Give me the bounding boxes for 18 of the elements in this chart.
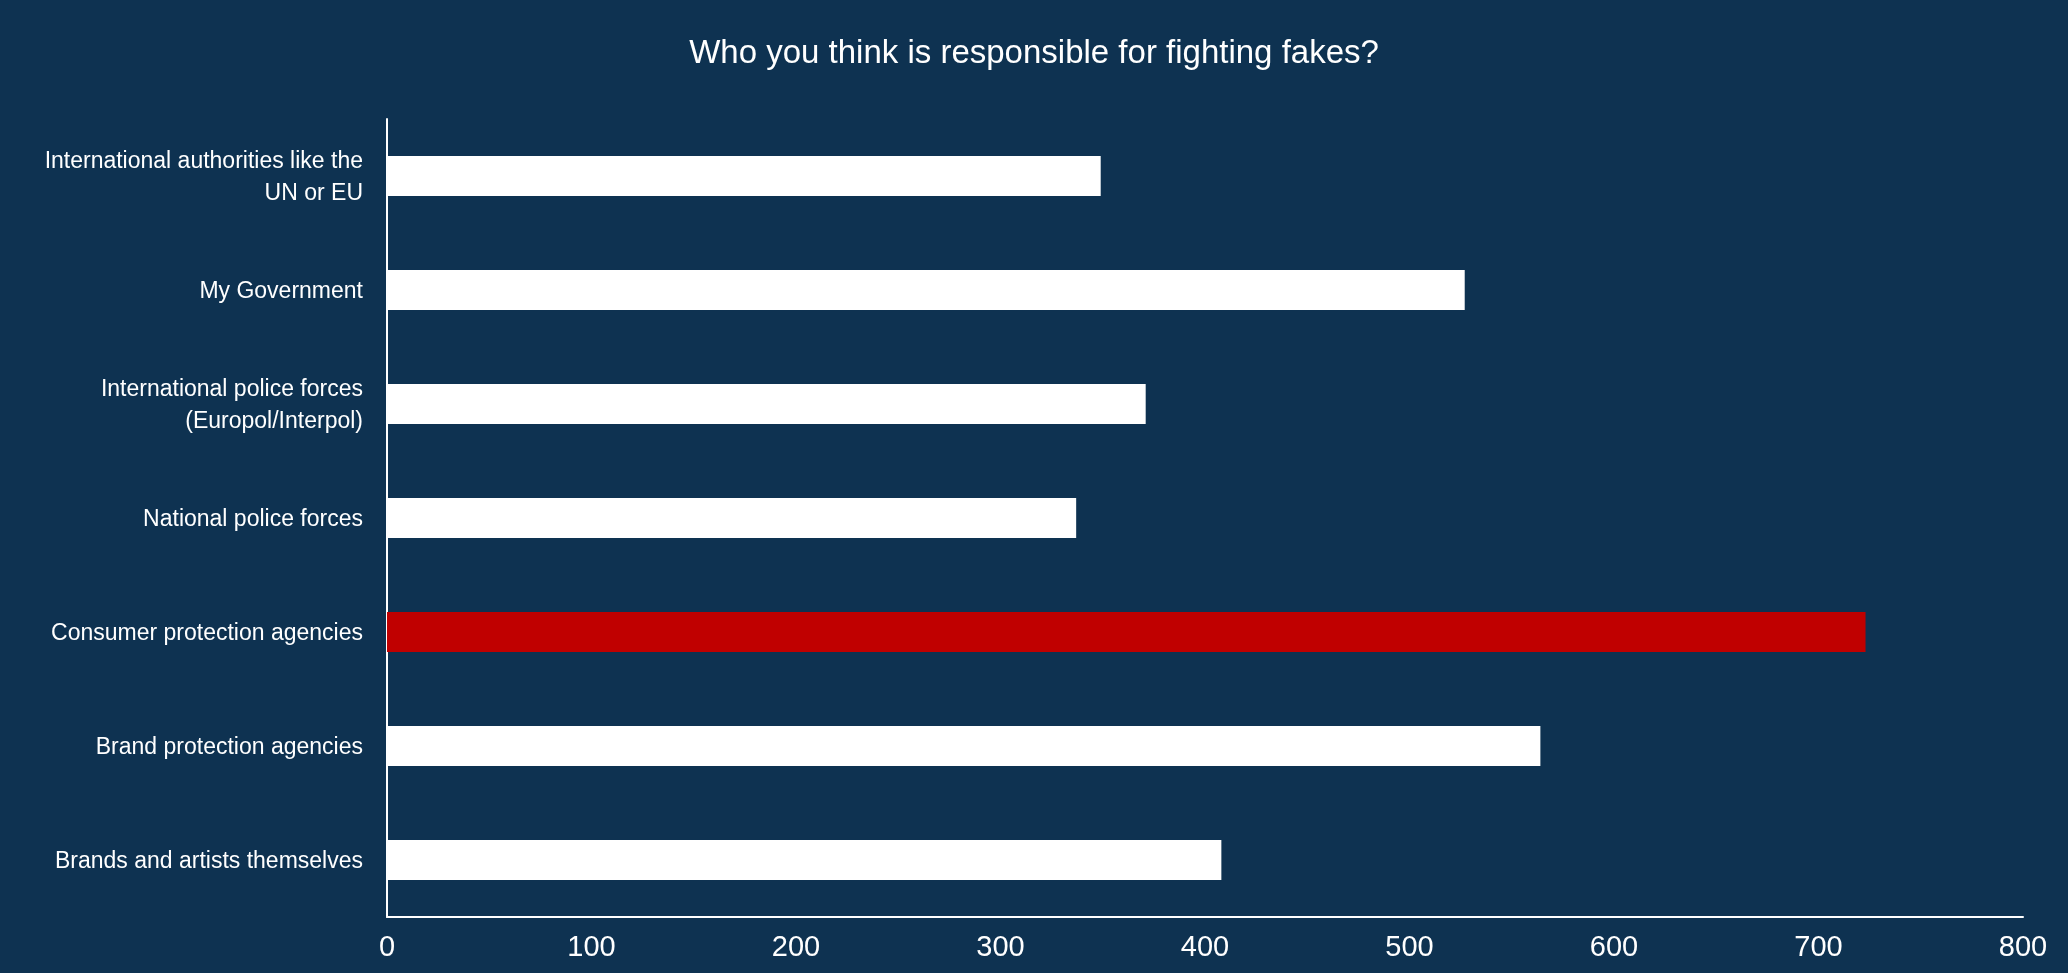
x-tick-label: 200 — [771, 929, 821, 962]
x-tick-label: 700 — [1794, 929, 1843, 962]
y-tick-label: Consumer protection agencies — [51, 619, 363, 645]
chart-title: Who you think is responsible for fighting fakes? — [689, 33, 1379, 70]
y-tick-label: International police forces (Europol/Interpol) — [100, 375, 363, 433]
y-tick-label: National police forces — [143, 505, 363, 531]
x-tick-label: 100 — [567, 929, 616, 962]
x-tick-label: 0 — [378, 929, 396, 962]
x-tick-label: 800 — [1998, 929, 2048, 962]
y-tick-label: Brands and artists themselves — [54, 847, 363, 873]
x-tick-label: 500 — [1385, 929, 1434, 962]
bar — [387, 612, 1866, 652]
x-tick-label: 600 — [1589, 929, 1639, 962]
y-tick-label: Brand protection agencies — [95, 733, 363, 759]
y-tick-label: My Government — [199, 277, 364, 303]
y-tick-label: International authorities like the UN or EU — [44, 147, 363, 205]
x-tick-label: 300 — [976, 929, 1025, 962]
x-tick-label: 400 — [1180, 929, 1230, 962]
